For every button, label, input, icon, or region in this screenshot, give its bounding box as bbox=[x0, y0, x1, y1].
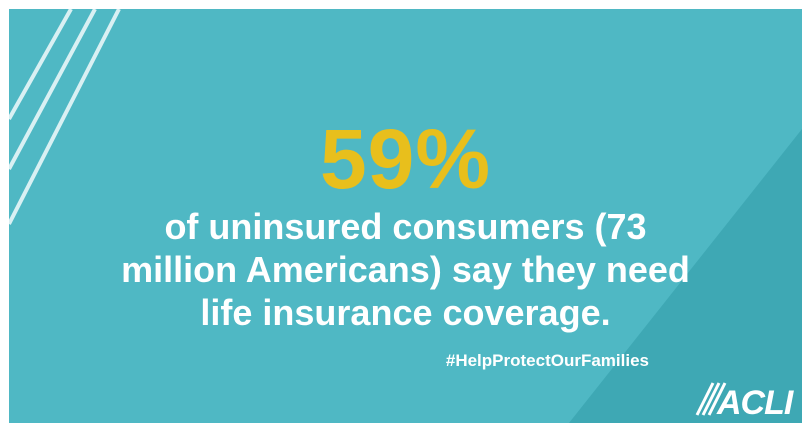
acli-logo: ACLI bbox=[695, 382, 796, 419]
deco-stripe-2 bbox=[9, 9, 97, 170]
deco-stripe-3 bbox=[9, 9, 121, 225]
infographic-card: 59% of uninsured consumers (73 million A… bbox=[9, 9, 802, 423]
logo-slash-2 bbox=[701, 382, 721, 416]
logo-text: ACLI bbox=[716, 384, 795, 419]
deco-stripe-1 bbox=[9, 9, 73, 120]
headline-stat: 59% bbox=[319, 112, 492, 206]
accent-panel bbox=[569, 129, 802, 423]
headline-description: of uninsured consumers (73 million Ameri… bbox=[121, 206, 690, 333]
background-decoration bbox=[9, 9, 802, 423]
logo-slash-3 bbox=[707, 382, 727, 416]
hashtag: #HelpProtectOurFamilies bbox=[445, 351, 649, 370]
logo-slash-1 bbox=[695, 382, 715, 416]
